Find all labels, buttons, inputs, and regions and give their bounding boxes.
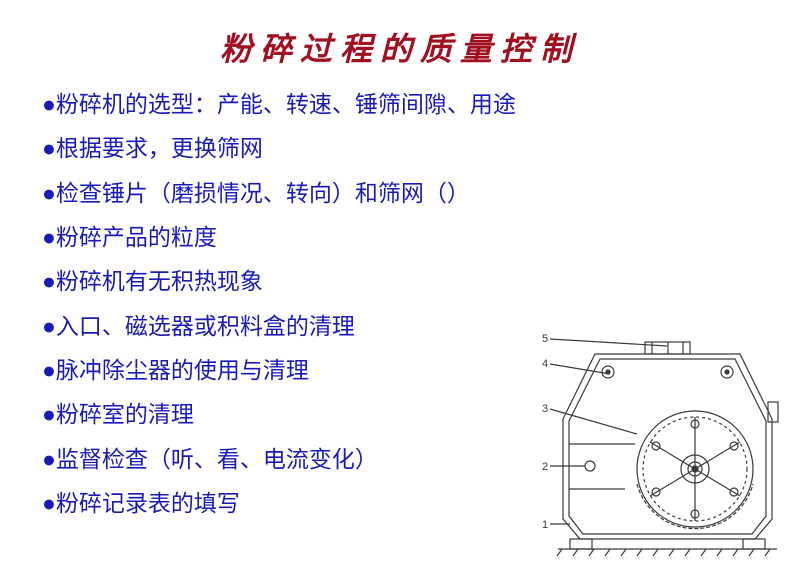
diagram-label-4: 4 xyxy=(542,358,548,370)
bullet-icon: ● xyxy=(42,177,56,210)
slide-title: 粉碎过程的质量控制 xyxy=(0,24,800,70)
bullet-icon: ● xyxy=(42,88,56,121)
diagram-label-1: 1 xyxy=(542,519,548,531)
diagram-label-3: 3 xyxy=(542,403,548,415)
bullet-row: ● 检查锤片（磨损情况、转向）和筛网（） xyxy=(42,177,800,210)
bullet-row: ●根据要求，更换筛网 xyxy=(42,132,800,165)
bullet-icon: ● xyxy=(42,265,56,298)
bullet-text: 粉碎记录表的填写 xyxy=(56,487,240,520)
bullet-icon: ● xyxy=(42,398,56,431)
crusher-diagram: 1 2 3 4 5 xyxy=(540,324,790,559)
bullet-text: 粉碎机的选型：产能、转速、锤筛间隙、用途 xyxy=(56,88,516,121)
diagram-label-5: 5 xyxy=(542,333,548,345)
bullet-text: 粉碎机有无积热现象 xyxy=(56,265,263,298)
bullet-text: 脉冲除尘器的使用与清理 xyxy=(56,354,309,387)
bullet-icon: ● xyxy=(42,443,56,476)
diagram-label-2: 2 xyxy=(542,461,548,473)
bullet-icon: ● xyxy=(42,487,56,520)
bullet-text: 粉碎室的清理 xyxy=(56,398,194,431)
bullet-row: ● 粉碎产品的粒度 xyxy=(42,221,800,254)
bullet-icon: ● xyxy=(42,354,56,387)
bullet-icon: ● xyxy=(42,221,56,254)
bullet-row: ●粉碎机有无积热现象 xyxy=(42,265,800,298)
bullet-row: ●粉碎机的选型：产能、转速、锤筛间隙、用途 xyxy=(42,88,800,121)
bullet-text: 监督检查（听、看、电流变化） xyxy=(56,443,378,476)
bullet-text: 根据要求，更换筛网 xyxy=(56,132,263,165)
bullet-icon: ● xyxy=(42,132,56,165)
bullet-text: 粉碎产品的粒度 xyxy=(56,221,217,254)
bullet-text: 检查锤片（磨损情况、转向）和筛网（） xyxy=(56,177,470,210)
bullet-text: 入口、磁选器或积料盒的清理 xyxy=(56,310,355,343)
bullet-icon: ● xyxy=(42,310,56,343)
